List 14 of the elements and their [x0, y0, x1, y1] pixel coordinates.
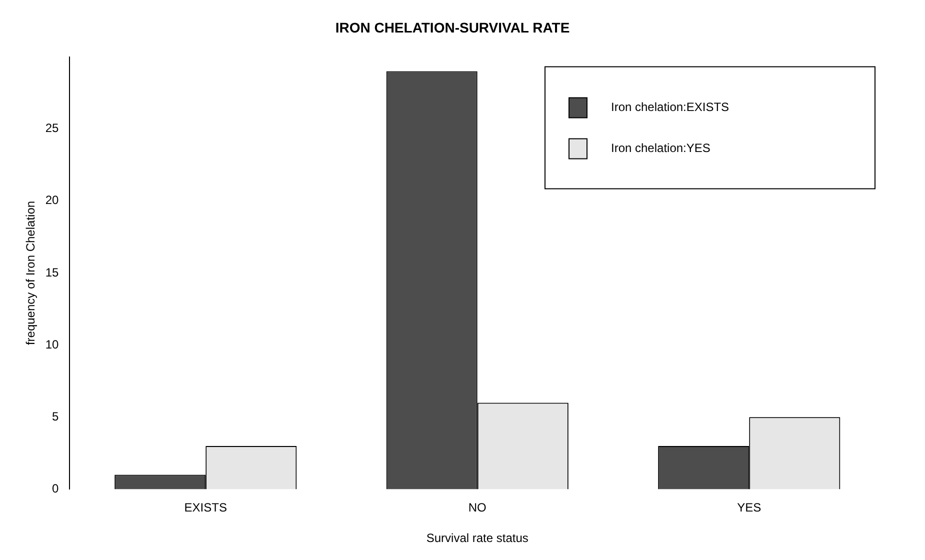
x-tick-label: NO: [468, 500, 486, 515]
x-tick-label: EXISTS: [184, 500, 227, 515]
y-tick-label: 0: [52, 482, 60, 496]
legend-label: Iron chelation:YES: [611, 141, 710, 156]
y-tick-label: 20: [45, 193, 60, 208]
y-tick-label: 5: [52, 409, 60, 424]
y-tick-label: 25: [45, 121, 60, 136]
y-tick-label: 15: [45, 265, 60, 280]
y-tick-label: 10: [45, 337, 60, 352]
x-tick-label: YES: [737, 500, 762, 515]
y-axis-title: frequency of Iron Chelation: [24, 200, 38, 346]
legend-label: Iron chelation:EXISTS: [611, 100, 730, 114]
x-axis-title: Survival rate status: [426, 531, 528, 546]
chart-title: IRON CHELATION-SURVIVAL RATE: [335, 19, 570, 36]
